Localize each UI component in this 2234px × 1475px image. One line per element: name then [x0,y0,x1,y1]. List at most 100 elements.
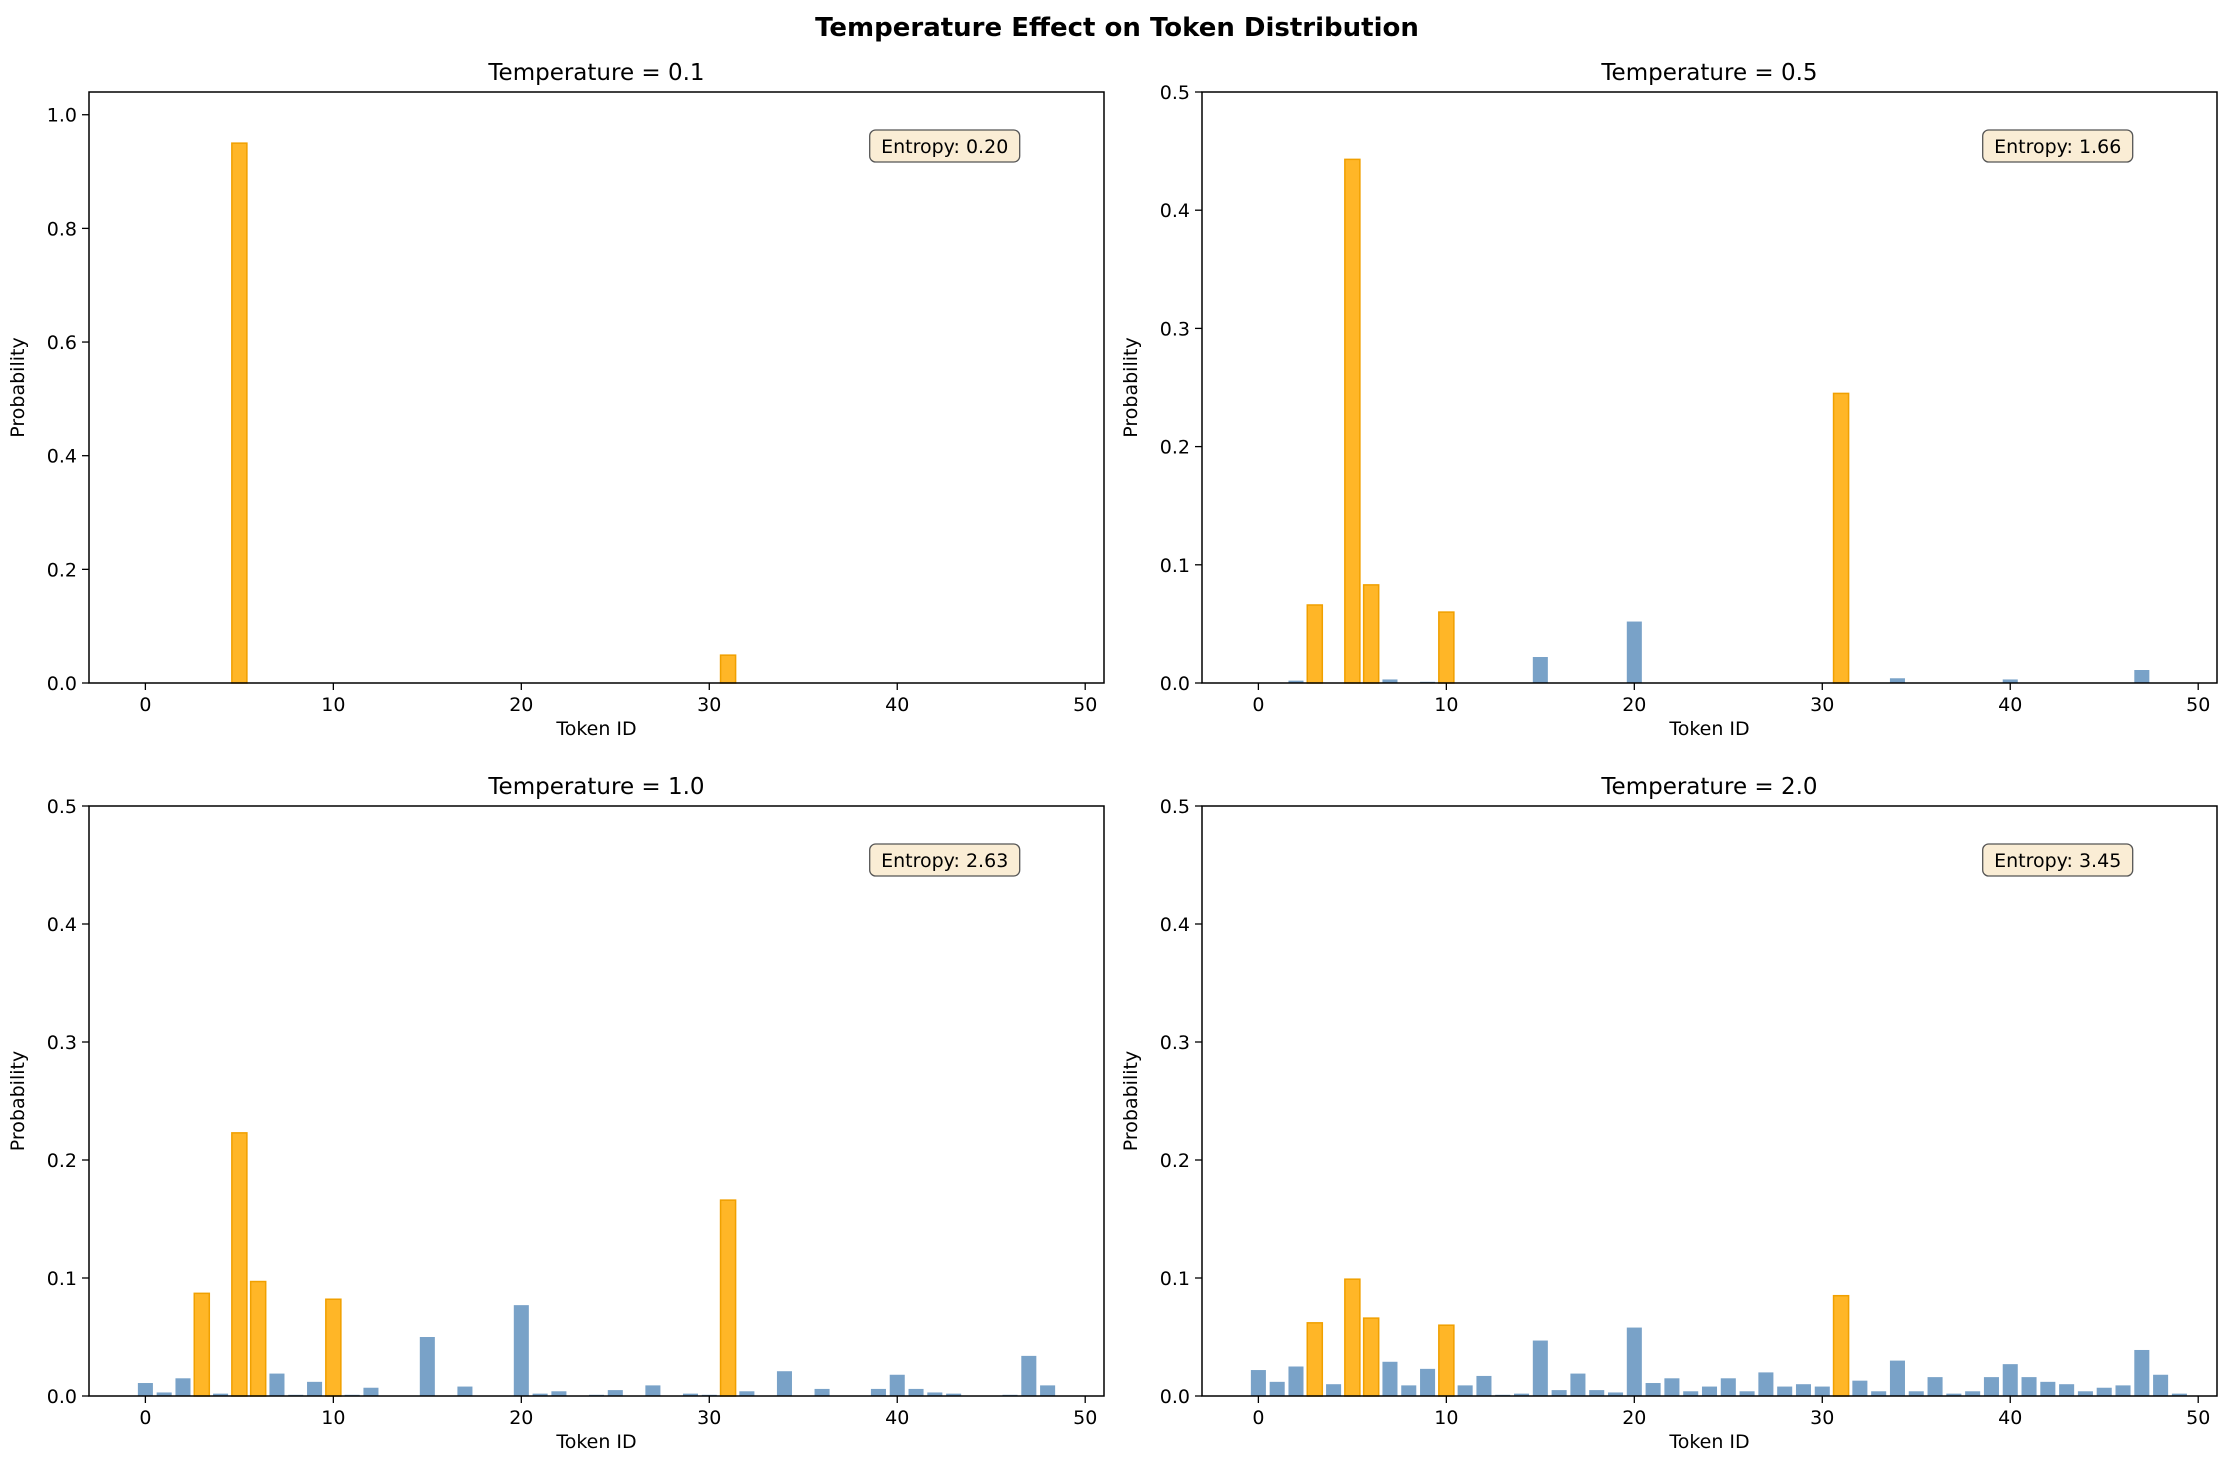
entropy-annotation: Entropy: 2.63 [869,843,1021,877]
highlighted-bar [1832,1294,1850,1397]
bar [307,1381,323,1396]
y-tick-label: 0.2 [47,1150,77,1172]
y-tick-label: 0.5 [1160,796,1190,818]
entropy-box [869,843,1021,877]
bar [2021,1377,2037,1396]
bar [2096,1387,2112,1396]
x-tick-label: 0 [139,694,151,716]
x-tick-label: 40 [1998,1407,2022,1429]
highlighted-bar [325,1298,342,1397]
bar [213,1393,229,1396]
bar [1532,1340,1548,1396]
bar [1626,621,1642,683]
bar [137,1383,153,1396]
plot-frame [88,91,1105,684]
bar [457,1386,473,1396]
highlighted-bar [719,1199,737,1397]
y-tick-label: 0.0 [1160,673,1190,695]
bar [2171,1393,2187,1396]
bar [1814,1386,1830,1396]
bar [1795,1384,1811,1396]
y-axis: 0.0 0.1 0.2 0.3 0.4 0.5 [1160,796,1202,1408]
bar [2059,1384,2075,1396]
entropy-annotation: Entropy: 0.20 [869,129,1021,163]
bar [2002,1364,2018,1396]
x-tick-label: 20 [509,694,533,716]
y-tick-label: 0.3 [47,1032,77,1054]
bar [1288,680,1304,683]
bar-series [1250,1278,2187,1397]
subplot-title: Temperature = 0.1 [487,60,704,86]
x-axis: 0 10 20 30 40 50 [139,683,1097,716]
bar [1852,1380,1868,1396]
x-axis: 0 10 20 30 40 50 [139,1396,1097,1429]
bar [2002,679,2018,683]
figure-title: Temperature Effect on Token Distribution [815,13,1419,43]
bar [1040,1385,1056,1396]
x-tick-label: 0 [1252,1407,1264,1429]
highlighted-bar [231,142,248,684]
bar [551,1391,567,1396]
y-tick-label: 0.2 [1160,437,1190,459]
bar [1701,1386,1718,1396]
bar [2115,1385,2131,1396]
highlighted-bar [1344,158,1361,684]
y-tick-label: 0.2 [47,559,77,581]
highlighted-bar [193,1292,211,1397]
bar [682,1393,698,1396]
bar [1889,1360,1905,1396]
x-axis: 0 10 20 30 40 50 [1252,683,2210,716]
bar [2153,1374,2169,1396]
highlighted-bar [1438,611,1455,684]
y-tick-label: 0.1 [1160,555,1190,577]
bar [1965,1391,1981,1396]
bar [1720,1378,1736,1396]
highlighted-bar [1344,1278,1361,1397]
bar [1532,657,1548,683]
x-tick-label: 10 [1434,694,1458,716]
bar [1889,678,1905,683]
entropy-label: Entropy: 0.20 [881,136,1008,158]
bar [1514,1393,1530,1396]
bar [1927,1377,1943,1396]
highlighted-bar [1362,1317,1380,1397]
entropy-box [1982,129,2134,163]
bar [1457,1385,1473,1396]
x-tick-label: 30 [697,694,721,716]
subplot-title: Temperature = 1.0 [487,774,704,800]
bar [1589,1390,1605,1396]
y-axis-label: Probability [7,337,29,437]
plot-frame [88,805,1105,1397]
bar [1420,1368,1436,1396]
entropy-box [1982,843,2134,877]
bar [2040,1381,2056,1396]
bar [1871,1391,1887,1396]
entropy-box [869,129,1021,163]
bar [175,1378,191,1396]
bar [1664,1378,1680,1396]
bar [607,1390,623,1396]
subplot-title: Temperature = 0.5 [1600,60,1817,86]
x-tick-label: 40 [885,1407,909,1429]
highlighted-bar [1306,604,1324,684]
highlighted-bar [719,654,737,684]
x-tick-label: 10 [1434,1407,1458,1429]
y-tick-label: 0.3 [1160,318,1190,340]
bar [1626,1327,1642,1396]
bar [645,1385,661,1396]
x-tick-label: 20 [1622,694,1646,716]
y-tick-label: 0.3 [1160,1032,1190,1054]
highlighted-bar [1306,1322,1324,1397]
bar [1269,1381,1285,1396]
bar [156,1392,172,1396]
bar [739,1391,755,1396]
y-tick-label: 1.0 [47,105,77,127]
entropy-label: Entropy: 3.45 [1994,850,2121,872]
bar [1946,1393,1962,1396]
bar [1382,1361,1398,1396]
bar [1476,1375,1492,1396]
y-tick-label: 0.0 [47,1386,77,1408]
y-tick-label: 0.1 [1160,1268,1190,1290]
plot-frame [1201,805,2218,1397]
